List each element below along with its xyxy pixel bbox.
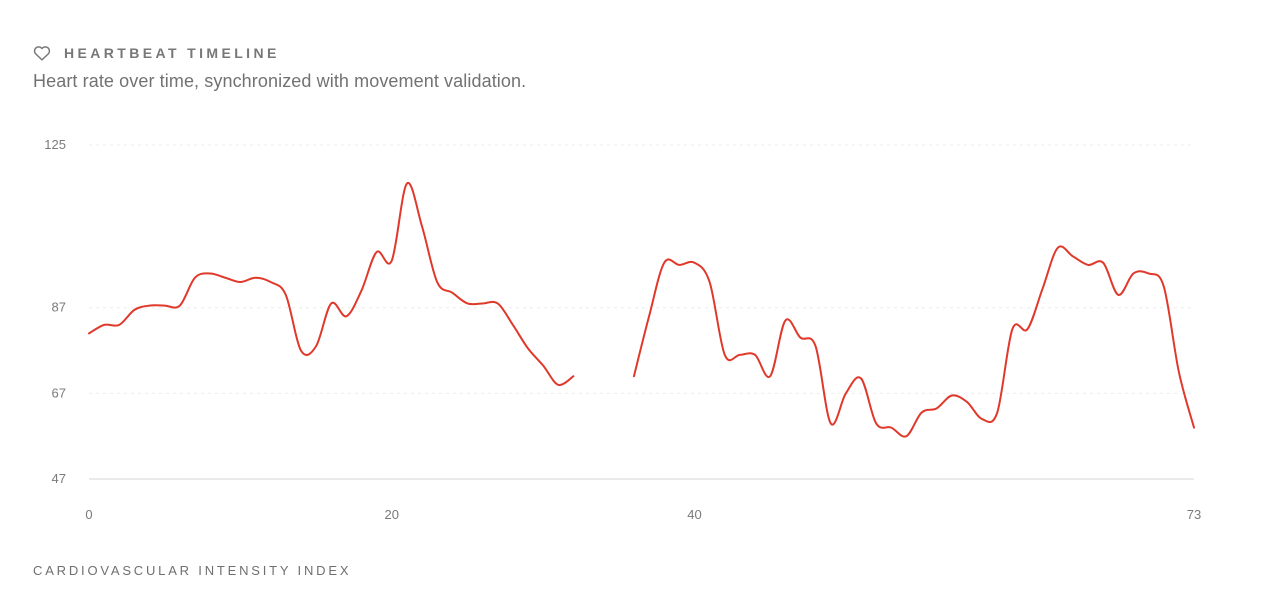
data-point xyxy=(270,281,272,283)
y-axis-caption: CARDIOVASCULAR INTENSITY INDEX xyxy=(33,563,352,578)
data-point xyxy=(406,183,408,185)
data-point xyxy=(1026,328,1028,330)
data-point xyxy=(466,302,468,304)
page-title: HEARTBEAT TIMELINE xyxy=(64,45,280,61)
data-point xyxy=(376,251,378,253)
data-point xyxy=(693,262,695,264)
x-tick-label: 73 xyxy=(1187,507,1201,522)
heart-icon xyxy=(33,46,51,61)
heart-rate-series xyxy=(88,182,1195,438)
data-point xyxy=(572,375,574,377)
data-point xyxy=(194,277,196,279)
data-point xyxy=(1102,262,1104,264)
data-point xyxy=(315,345,317,347)
data-point xyxy=(179,305,181,307)
data-point xyxy=(512,324,514,326)
data-point xyxy=(224,277,226,279)
grid-lines xyxy=(89,144,1194,394)
data-point xyxy=(754,354,756,356)
data-point xyxy=(678,264,680,266)
data-point xyxy=(1087,264,1089,266)
data-point xyxy=(497,302,499,304)
data-point xyxy=(1193,427,1195,429)
data-point xyxy=(164,305,166,307)
y-tick-label: 125 xyxy=(44,137,66,152)
data-point xyxy=(1057,247,1059,249)
data-point xyxy=(285,294,287,296)
data-point xyxy=(103,324,105,326)
data-point xyxy=(815,345,817,347)
heart-rate-points xyxy=(88,183,1195,438)
data-point xyxy=(1163,285,1165,287)
y-tick-label: 67 xyxy=(52,385,66,400)
data-point xyxy=(905,435,907,437)
data-point xyxy=(527,347,529,349)
data-point xyxy=(451,292,453,294)
data-point xyxy=(1117,294,1119,296)
data-point xyxy=(663,262,665,264)
data-point xyxy=(648,315,650,317)
data-point xyxy=(724,354,726,356)
chart-header: HEARTBEAT TIMELINE Heart rate over time,… xyxy=(33,42,1242,92)
data-point xyxy=(1011,328,1013,330)
x-tick-label: 0 xyxy=(85,507,92,522)
data-point xyxy=(784,320,786,322)
y-tick-label: 87 xyxy=(52,300,66,315)
data-point xyxy=(951,395,953,397)
data-point xyxy=(360,290,362,292)
data-point xyxy=(981,418,983,420)
data-point xyxy=(133,309,135,311)
data-point xyxy=(1132,272,1134,274)
data-point xyxy=(1042,287,1044,289)
data-point xyxy=(1148,272,1150,274)
heart-rate-line-segment xyxy=(632,245,1195,438)
y-tick-label: 47 xyxy=(52,471,66,486)
x-axis-ticks: 0 20 40 73 xyxy=(85,507,1201,522)
data-point xyxy=(118,324,120,326)
data-point xyxy=(149,305,151,307)
data-point xyxy=(557,384,559,386)
data-point xyxy=(799,337,801,339)
data-point xyxy=(709,281,711,283)
data-point xyxy=(239,281,241,283)
data-point xyxy=(739,354,741,356)
x-tick-label: 40 xyxy=(687,507,701,522)
data-point xyxy=(345,315,347,317)
data-point xyxy=(875,422,877,424)
data-point xyxy=(936,407,938,409)
data-point xyxy=(482,302,484,304)
data-point xyxy=(391,260,393,262)
data-point xyxy=(966,401,968,403)
data-point xyxy=(830,422,832,424)
data-point xyxy=(436,281,438,283)
data-point xyxy=(1072,255,1074,257)
data-point xyxy=(845,392,847,394)
data-point xyxy=(300,350,302,352)
chart-subtitle: Heart rate over time, synchronized with … xyxy=(33,71,527,91)
data-point xyxy=(209,272,211,274)
data-point xyxy=(330,302,332,304)
data-point xyxy=(1178,371,1180,373)
x-tick-label: 20 xyxy=(385,507,399,522)
y-axis-ticks: 47 67 87 125 xyxy=(44,137,66,486)
data-point xyxy=(921,412,923,414)
data-point xyxy=(633,375,635,377)
data-point xyxy=(421,225,423,227)
data-point xyxy=(88,332,90,334)
title-row: HEARTBEAT TIMELINE xyxy=(33,42,1242,64)
heart-rate-line-segment xyxy=(88,182,575,386)
data-point xyxy=(860,377,862,379)
data-point xyxy=(255,277,257,279)
heart-rate-chart: 47 67 87 125 0 20 40 73 xyxy=(44,137,1201,522)
data-point xyxy=(769,375,771,377)
data-point xyxy=(542,365,544,367)
data-point xyxy=(996,412,998,414)
data-point xyxy=(890,427,892,429)
